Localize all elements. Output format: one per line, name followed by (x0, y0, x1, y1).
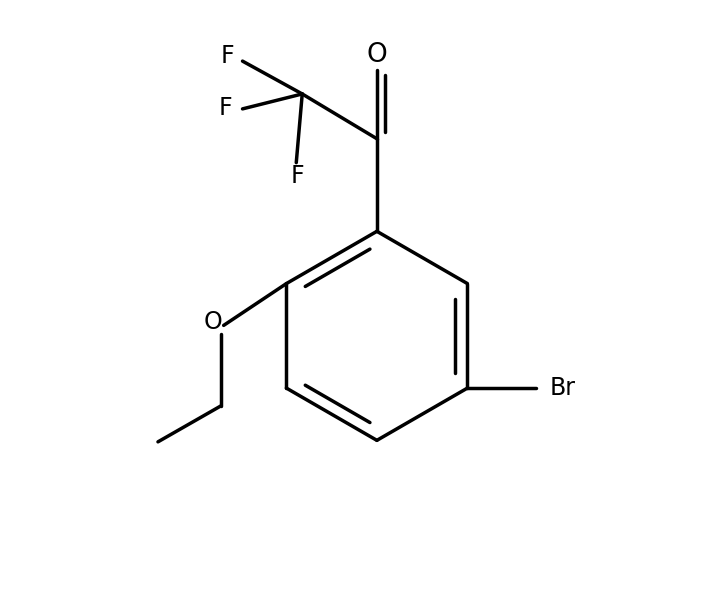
Text: F: F (219, 95, 232, 119)
Text: F: F (221, 44, 234, 68)
Text: O: O (203, 310, 222, 334)
Text: Br: Br (549, 376, 575, 400)
Text: O: O (366, 42, 388, 68)
Text: F: F (291, 164, 304, 188)
